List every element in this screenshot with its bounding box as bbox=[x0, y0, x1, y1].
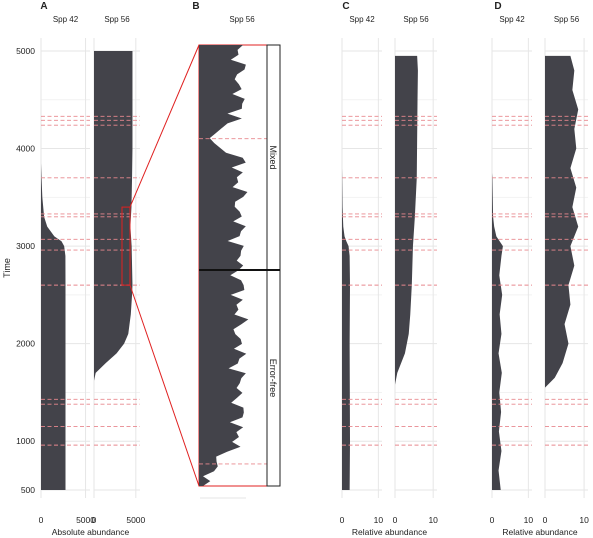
x-tick-label: 5000 bbox=[126, 515, 145, 525]
zoom-panel: Spp 56 Mixed Error-free bbox=[121, 15, 281, 499]
panel-letter: C bbox=[342, 1, 349, 12]
abundance-area bbox=[94, 51, 133, 381]
y-tick-label: 5000 bbox=[16, 46, 35, 56]
subpanel-title: Spp 42 bbox=[499, 15, 525, 24]
subpanel-title: Spp 42 bbox=[349, 15, 375, 24]
abundance-area bbox=[342, 168, 350, 491]
abundance-area bbox=[41, 163, 66, 490]
y-tick-label: 500 bbox=[21, 485, 35, 495]
x-axis-label: Relative abundance bbox=[352, 527, 427, 537]
y-tick-label: 4000 bbox=[16, 144, 35, 154]
zoom-connector bbox=[129, 44, 200, 208]
x-tick-label: 0 bbox=[92, 515, 97, 525]
x-tick-label: 5000 bbox=[76, 515, 95, 525]
subpanel: Spp 42 0 10 bbox=[340, 15, 384, 525]
abundance-area bbox=[492, 172, 503, 490]
x-tick-label: 0 bbox=[39, 515, 44, 525]
x-tick-label: 10 bbox=[524, 515, 534, 525]
abundance-area bbox=[545, 55, 579, 388]
y-axis-ticks: 500 1000 2000 3000 4000 5000 bbox=[16, 46, 35, 495]
panel-letter: A bbox=[40, 1, 47, 12]
x-tick-label: 10 bbox=[374, 515, 384, 525]
subpanel-title: Spp 56 bbox=[229, 15, 255, 24]
x-tick-label: 0 bbox=[340, 515, 345, 525]
subpanel-title: Spp 56 bbox=[403, 15, 429, 24]
subpanel-title: Spp 42 bbox=[53, 15, 79, 24]
subpanel-title: Spp 56 bbox=[554, 15, 580, 24]
subpanel: Spp 56 0 5000 bbox=[92, 15, 146, 525]
zoom-box bbox=[121, 206, 131, 286]
subpanel: Spp 56 0 10 bbox=[543, 15, 589, 525]
subpanel-title: Spp 56 bbox=[104, 15, 130, 24]
y-tick-label: 1000 bbox=[16, 436, 35, 446]
segment-label: Mixed bbox=[268, 145, 278, 169]
x-axis-label: Absolute abundance bbox=[52, 527, 130, 537]
x-tick-label: 10 bbox=[579, 515, 589, 525]
subpanel: Spp 56 0 10 bbox=[393, 15, 439, 525]
y-tick-label: 3000 bbox=[16, 241, 35, 251]
panel-letter: D bbox=[494, 1, 501, 12]
x-axis-label: Relative abundance bbox=[502, 527, 577, 537]
segment-label: Error-free bbox=[268, 359, 278, 398]
zoom-connector bbox=[129, 284, 200, 487]
x-tick-label: 0 bbox=[393, 515, 398, 525]
subpanel: Spp 42 0 10 bbox=[490, 15, 534, 525]
panel-letter: B bbox=[192, 1, 199, 12]
x-tick-label: 10 bbox=[428, 515, 438, 525]
subpanel: Spp 420 5000 bbox=[39, 15, 96, 525]
x-tick-label: 0 bbox=[543, 515, 548, 525]
y-tick-label: 2000 bbox=[16, 339, 35, 349]
x-tick-label: 0 bbox=[490, 515, 495, 525]
y-axis-label: Time bbox=[2, 258, 12, 278]
abundance-area bbox=[395, 55, 418, 385]
zoom-abundance-area bbox=[199, 45, 249, 486]
